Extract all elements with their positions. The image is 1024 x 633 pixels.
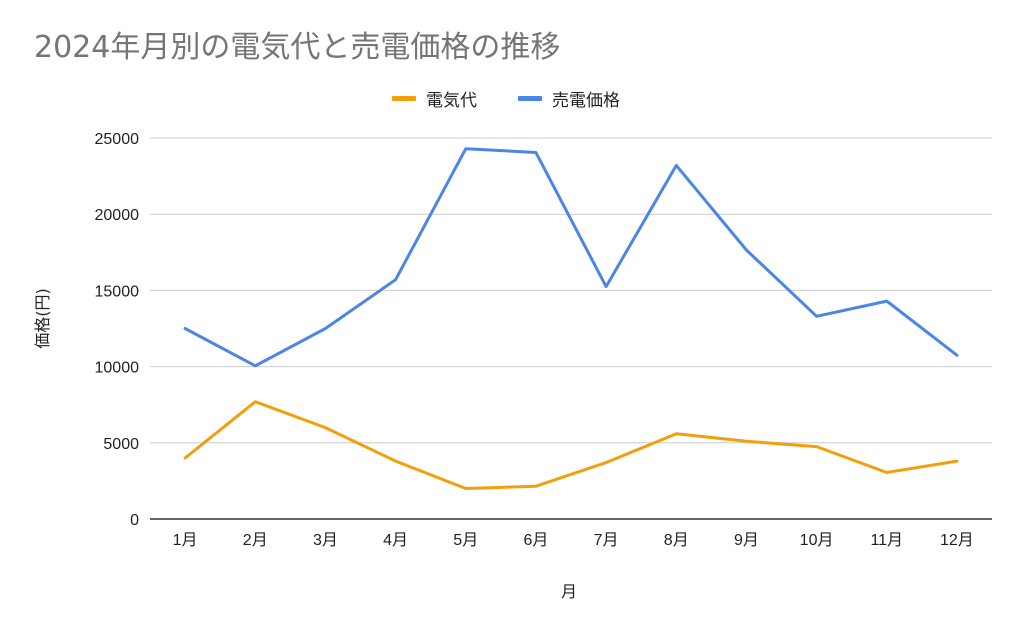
- legend-swatch-series-2: [518, 96, 542, 101]
- y-axis-ticks: 0 5000 10000 15000 20000 25000: [95, 131, 140, 529]
- data-point[interactable]: [743, 247, 749, 253]
- series-line-1[interactable]: [183, 400, 959, 490]
- y-tick-label: 0: [130, 512, 139, 529]
- data-point[interactable]: [322, 425, 328, 431]
- data-point[interactable]: [603, 460, 609, 466]
- data-point[interactable]: [533, 149, 539, 155]
- legend-label-series-1: 電気代: [426, 91, 477, 111]
- x-tick-label: 5月: [453, 532, 478, 549]
- y-tick-label: 25000: [95, 131, 140, 148]
- legend-swatch-series-1: [392, 96, 416, 101]
- data-point[interactable]: [603, 284, 609, 290]
- chart-title: 2024年月別の電気代と売電価格の推移: [34, 30, 561, 65]
- data-point[interactable]: [533, 483, 539, 489]
- data-point[interactable]: [743, 438, 749, 444]
- x-tick-label: 1月: [173, 532, 198, 549]
- y-tick-label: 15000: [95, 283, 140, 300]
- data-point[interactable]: [393, 458, 399, 464]
- x-tick-label: 9月: [734, 532, 759, 549]
- data-point[interactable]: [252, 363, 258, 369]
- data-point[interactable]: [673, 431, 679, 437]
- data-point[interactable]: [252, 399, 258, 405]
- data-point[interactable]: [814, 444, 820, 450]
- data-point[interactable]: [463, 146, 469, 152]
- data-point[interactable]: [322, 326, 328, 332]
- data-point[interactable]: [393, 277, 399, 283]
- legend: 電気代 売電価格: [0, 86, 1024, 111]
- x-axis-ticks: 1月 2月 3月 4月 5月 6月 7月 8月 9月 10月 11月 12月: [173, 532, 974, 549]
- x-tick-label: 3月: [313, 532, 338, 549]
- x-tick-label: 11月: [870, 532, 903, 549]
- y-tick-label: 5000: [103, 436, 139, 453]
- data-point[interactable]: [884, 298, 890, 304]
- x-tick-label: 2月: [243, 532, 268, 549]
- legend-item-series-2[interactable]: 売電価格: [518, 86, 620, 111]
- legend-item-series-1[interactable]: 電気代: [392, 86, 477, 111]
- data-point[interactable]: [182, 455, 188, 461]
- x-tick-label: 8月: [664, 532, 689, 549]
- x-tick-label: 10月: [800, 532, 834, 549]
- data-point[interactable]: [673, 162, 679, 168]
- series-line-2[interactable]: [183, 147, 959, 368]
- data-point[interactable]: [182, 326, 188, 332]
- data-point[interactable]: [884, 470, 890, 476]
- x-tick-label: 7月: [594, 532, 619, 549]
- y-tick-label: 20000: [95, 207, 140, 224]
- x-tick-label: 4月: [383, 532, 408, 549]
- data-point[interactable]: [463, 486, 469, 492]
- x-tick-label: 6月: [523, 532, 548, 549]
- x-tick-label: 12月: [940, 532, 974, 549]
- x-axis-title: 月: [561, 582, 577, 601]
- y-tick-label: 10000: [95, 360, 140, 377]
- y-axis-title: 価格(円): [33, 288, 52, 349]
- data-point[interactable]: [954, 352, 960, 358]
- data-point[interactable]: [814, 313, 820, 319]
- data-point[interactable]: [954, 458, 960, 464]
- grid-lines: [150, 137, 992, 444]
- series-layer: [182, 146, 960, 492]
- legend-label-series-2: 売電価格: [552, 91, 620, 111]
